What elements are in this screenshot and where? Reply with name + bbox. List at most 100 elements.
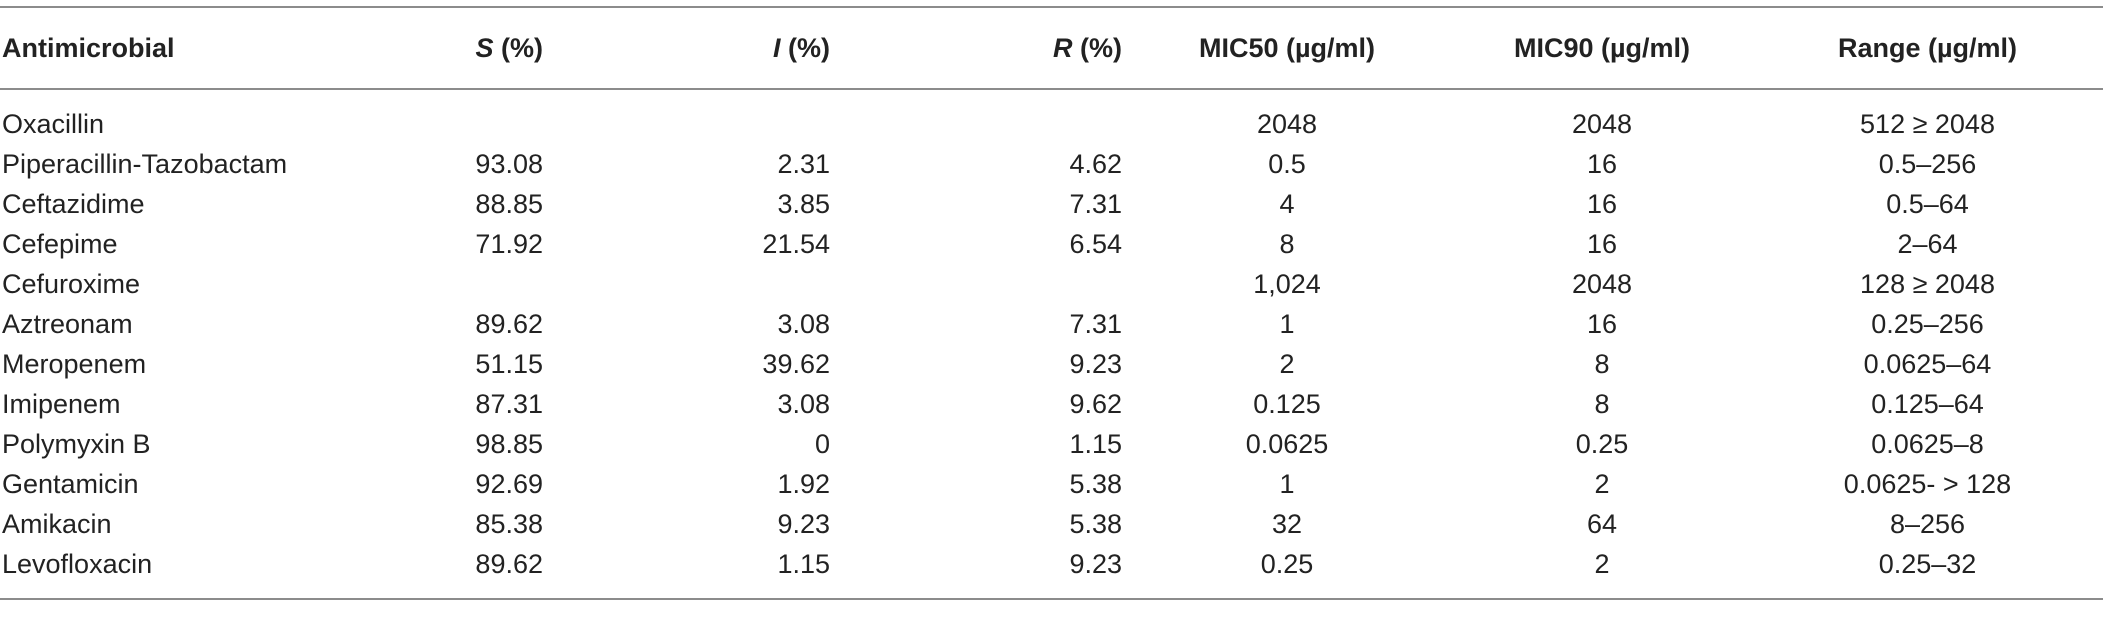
cell-range: 0.25–32 <box>1878 548 1977 579</box>
cell-mic50: 0.0625 <box>1245 428 1329 459</box>
header-antimicrobial: Antimicrobial <box>2 32 175 63</box>
cell-antimicrobial: Aztreonam <box>2 308 133 339</box>
header-r-unit: (%) <box>1072 32 1122 63</box>
cell-i: 0 <box>814 428 830 459</box>
cell-r: 5.38 <box>1069 468 1122 499</box>
cell-antimicrobial: Cefuroxime <box>2 268 141 299</box>
cell-r: 1.15 <box>1069 428 1122 459</box>
header-r-percent: R (%) <box>830 7 1122 89</box>
cell-antimicrobial: Polymyxin B <box>2 428 151 459</box>
cell-r: 7.31 <box>1069 308 1122 339</box>
cell-r <box>830 89 1122 144</box>
header-s-percent: S (%) <box>330 7 543 89</box>
header-mic50: MIC50 (µg/ml) <box>1198 32 1376 63</box>
table-row: Gentamicin 92.69 1.92 5.38 1 2 0.0625- >… <box>0 464 2103 504</box>
cell-mic50: 32 <box>1271 508 1303 539</box>
cell-r: 9.23 <box>1069 548 1122 579</box>
cell-i: 39.62 <box>762 348 830 379</box>
cell-s: 87.31 <box>475 388 543 419</box>
cell-range: 0.0625–8 <box>1871 428 1984 459</box>
table-row: Aztreonam 89.62 3.08 7.31 1 16 0.25–256 <box>0 304 2103 344</box>
header-row: Antimicrobial S (%) I (%) R (%) MIC50 (µ… <box>0 7 2103 89</box>
cell-s: 89.62 <box>475 308 543 339</box>
cell-range: 0.5–256 <box>1878 148 1977 179</box>
table-row: Imipenem 87.31 3.08 9.62 0.125 8 0.125–6… <box>0 384 2103 424</box>
header-s-unit: (%) <box>493 32 543 63</box>
cell-mic90: 2 <box>1594 548 1610 579</box>
cell-antimicrobial: Imipenem <box>2 388 121 419</box>
cell-mic50: 0.5 <box>1268 148 1306 179</box>
cell-range: 8–256 <box>1889 508 1966 539</box>
header-r-letter: R <box>1053 32 1073 63</box>
cell-antimicrobial: Piperacillin-Tazobactam <box>2 148 288 179</box>
cell-r: 9.62 <box>1069 388 1122 419</box>
cell-range: 0.0625–64 <box>1863 348 1992 379</box>
cell-i: 1.15 <box>777 548 830 579</box>
table-row: Cefuroxime 1,024 2048 128 ≥ 2048 <box>0 264 2103 304</box>
table-row: Levofloxacin 89.62 1.15 9.23 0.25 2 0.25… <box>0 544 2103 599</box>
cell-i: 3.08 <box>777 308 830 339</box>
table-header: Antimicrobial S (%) I (%) R (%) MIC50 (µ… <box>0 7 2103 89</box>
cell-mic90: 16 <box>1586 228 1618 259</box>
cell-range: 0.5–64 <box>1886 188 1969 219</box>
cell-s <box>330 264 543 304</box>
cell-antimicrobial: Cefepime <box>2 228 118 259</box>
cell-mic90: 64 <box>1586 508 1618 539</box>
cell-antimicrobial: Ceftazidime <box>2 188 145 219</box>
cell-i <box>543 264 830 304</box>
cell-antimicrobial: Amikacin <box>2 508 112 539</box>
cell-r: 5.38 <box>1069 508 1122 539</box>
table-row: Oxacillin 2048 2048 512 ≥ 2048 <box>0 89 2103 144</box>
cell-mic90: 8 <box>1594 348 1610 379</box>
cell-mic90: 2048 <box>1571 268 1633 299</box>
cell-range: 0.0625- > 128 <box>1843 468 2012 499</box>
cell-range: 0.25–256 <box>1871 308 1984 339</box>
cell-i: 21.54 <box>762 228 830 259</box>
cell-i: 3.85 <box>777 188 830 219</box>
cell-i <box>543 89 830 144</box>
header-i-unit: (%) <box>780 32 830 63</box>
cell-i: 2.31 <box>777 148 830 179</box>
header-i-percent: I (%) <box>543 7 830 89</box>
cell-r: 4.62 <box>1069 148 1122 179</box>
cell-s: 71.92 <box>475 228 543 259</box>
cell-mic50: 0.25 <box>1260 548 1314 579</box>
cell-mic90: 16 <box>1586 308 1618 339</box>
cell-mic90: 0.25 <box>1575 428 1629 459</box>
cell-antimicrobial: Oxacillin <box>2 108 105 139</box>
table-row: Amikacin 85.38 9.23 5.38 32 64 8–256 <box>0 504 2103 544</box>
cell-mic90: 16 <box>1586 188 1618 219</box>
table-row: Cefepime 71.92 21.54 6.54 8 16 2–64 <box>0 224 2103 264</box>
cell-s: 92.69 <box>475 468 543 499</box>
cell-mic50: 2048 <box>1256 108 1318 139</box>
cell-s: 98.85 <box>475 428 543 459</box>
cell-mic50: 1 <box>1279 468 1295 499</box>
cell-range: 128 ≥ 2048 <box>1860 268 1995 299</box>
cell-mic50: 0.125 <box>1253 388 1321 419</box>
cell-mic50: 1,024 <box>1253 268 1321 299</box>
cell-range: 2–64 <box>1897 228 1958 259</box>
cell-s: 51.15 <box>475 348 543 379</box>
header-i-letter: I <box>772 32 781 63</box>
cell-s: 93.08 <box>475 148 543 179</box>
table-row: Piperacillin-Tazobactam 93.08 2.31 4.62 … <box>0 144 2103 184</box>
header-range: Range (µg/ml) <box>1837 32 2018 63</box>
cell-antimicrobial: Levofloxacin <box>2 548 153 579</box>
cell-r: 7.31 <box>1069 188 1122 219</box>
cell-mic50: 2 <box>1279 348 1295 379</box>
header-mic90: MIC90 (µg/ml) <box>1513 32 1691 63</box>
table-row: Ceftazidime 88.85 3.85 7.31 4 16 0.5–64 <box>0 184 2103 224</box>
cell-mic50: 8 <box>1279 228 1295 259</box>
header-s-letter: S <box>475 32 494 63</box>
cell-s <box>330 89 543 144</box>
cell-r: 6.54 <box>1069 228 1122 259</box>
cell-range: 0.125–64 <box>1871 388 1984 419</box>
cell-antimicrobial: Meropenem <box>2 348 147 379</box>
table-row: Polymyxin B 98.85 0 1.15 0.0625 0.25 0.0… <box>0 424 2103 464</box>
cell-i: 9.23 <box>777 508 830 539</box>
cell-s: 89.62 <box>475 548 543 579</box>
cell-mic50: 1 <box>1279 308 1295 339</box>
cell-i: 3.08 <box>777 388 830 419</box>
cell-mic90: 8 <box>1594 388 1610 419</box>
table-row: Meropenem 51.15 39.62 9.23 2 8 0.0625–64 <box>0 344 2103 384</box>
